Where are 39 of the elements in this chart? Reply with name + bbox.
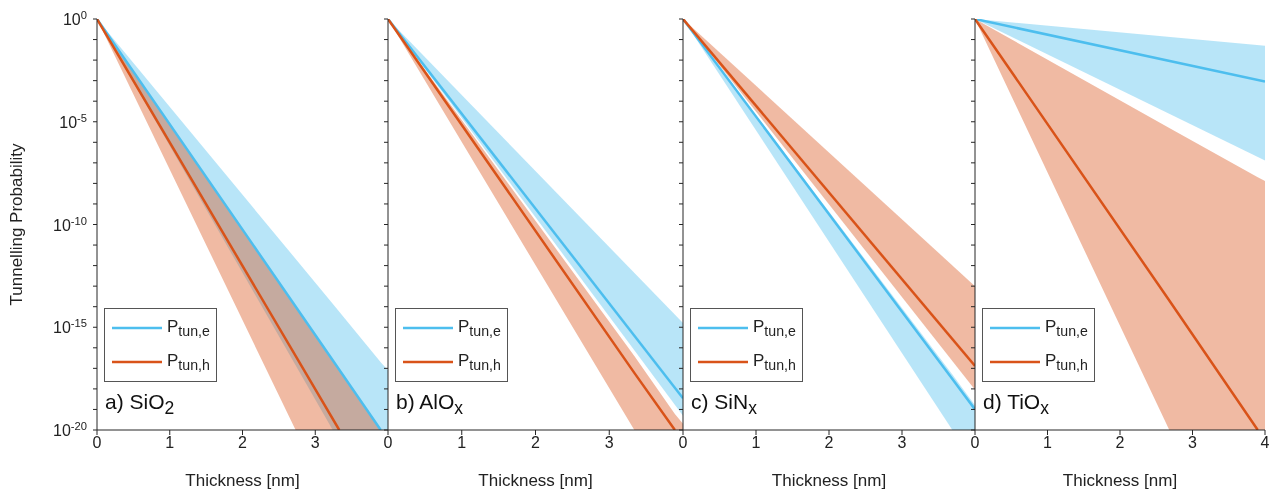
x-tick-label: 0 [678, 434, 688, 452]
x-tick-label: 0 [92, 434, 102, 452]
x-tick-label: 1 [751, 434, 761, 452]
x-tick-label: 3 [1188, 434, 1198, 452]
y-axis-title: Tunnelling Probability [7, 143, 27, 306]
x-tick-label: 4 [1260, 434, 1270, 452]
text: c) SiN$_{x}$ [691, 390, 757, 420]
text: b) AlO$_{x}$ [396, 390, 464, 420]
y-tick-label: 10$^{0}$ [62, 9, 87, 28]
legend-label: P$_{tun,h}$ [458, 350, 501, 374]
legend-label: P$_{tun,h}$ [1045, 350, 1088, 374]
x-tick-label: 3 [604, 434, 614, 452]
x-tick-label: 2 [238, 434, 248, 452]
legend-label: P$_{tun,e}$ [167, 316, 210, 340]
x-axis-title: Thickness [nm] [185, 471, 300, 490]
x-tick-label: 0 [970, 434, 980, 452]
legend-label: P$_{tun,e}$ [458, 316, 501, 340]
x-tick-label: 2 [531, 434, 541, 452]
x-tick-label: 1 [457, 434, 467, 452]
legend-label: P$_{tun,h}$ [167, 350, 210, 374]
x-tick-label: 0 [383, 434, 393, 452]
x-tick-label: 3 [897, 434, 907, 452]
y-tick-label: 10$^{-5}$ [59, 111, 87, 131]
y-tick-label: 10$^{-20}$ [53, 420, 87, 439]
x-axis-title: Thickness [nm] [478, 471, 593, 490]
text: d) TiO$_{x}$ [983, 390, 1049, 420]
legend-label: P$_{tun,h}$ [753, 350, 796, 374]
legend-label: P$_{tun,e}$ [1045, 316, 1088, 340]
x-tick-label: 1 [165, 434, 175, 452]
x-tick-label: 3 [310, 434, 320, 452]
x-axis-title: Thickness [nm] [1062, 471, 1178, 490]
x-tick-label: 1 [1043, 434, 1053, 452]
legend-label: P$_{tun,e}$ [753, 316, 796, 340]
text: a) SiO$_{2}$ [105, 390, 175, 420]
y-tick-label: 10$^{-10}$ [53, 214, 87, 234]
x-axis-title: Thickness [nm] [771, 471, 887, 490]
y-tick-label: 10$^{-15}$ [53, 317, 87, 337]
x-tick-label: 2 [1115, 434, 1125, 452]
x-tick-label: 2 [824, 434, 834, 452]
